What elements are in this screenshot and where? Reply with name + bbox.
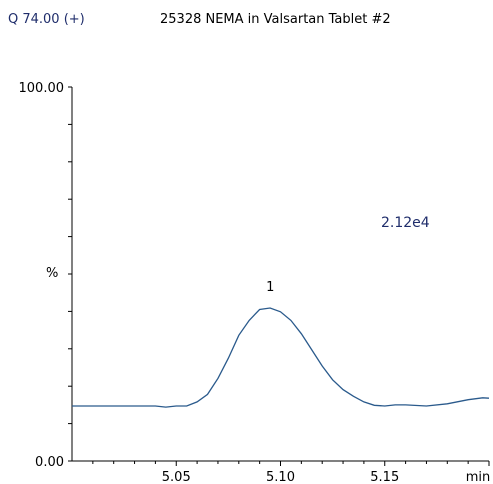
intensity-label: 2.12e4 [381, 215, 430, 231]
y-tick-label: 100.00 [19, 81, 65, 96]
x-tick-label: 5.05 [162, 470, 191, 484]
tick-labels: 0.00 100.00 5.05 5.10 5.15 min [19, 81, 491, 484]
y-tick-label: 0.00 [35, 455, 64, 470]
ticks [68, 86, 490, 466]
chart-title: 25328 NEMA in Valsartan Tablet #2 [160, 12, 391, 27]
axes [71, 87, 489, 462]
peak-label: 1 [266, 280, 274, 295]
x-tick-label: 5.10 [266, 470, 295, 484]
mode-label: Q 74.00 (+) [8, 12, 85, 27]
x-tick-label: min [466, 470, 491, 484]
x-tick-label: 5.15 [370, 470, 399, 484]
chromatogram-trace [72, 307, 490, 408]
y-axis-unit-label: % [46, 266, 58, 281]
